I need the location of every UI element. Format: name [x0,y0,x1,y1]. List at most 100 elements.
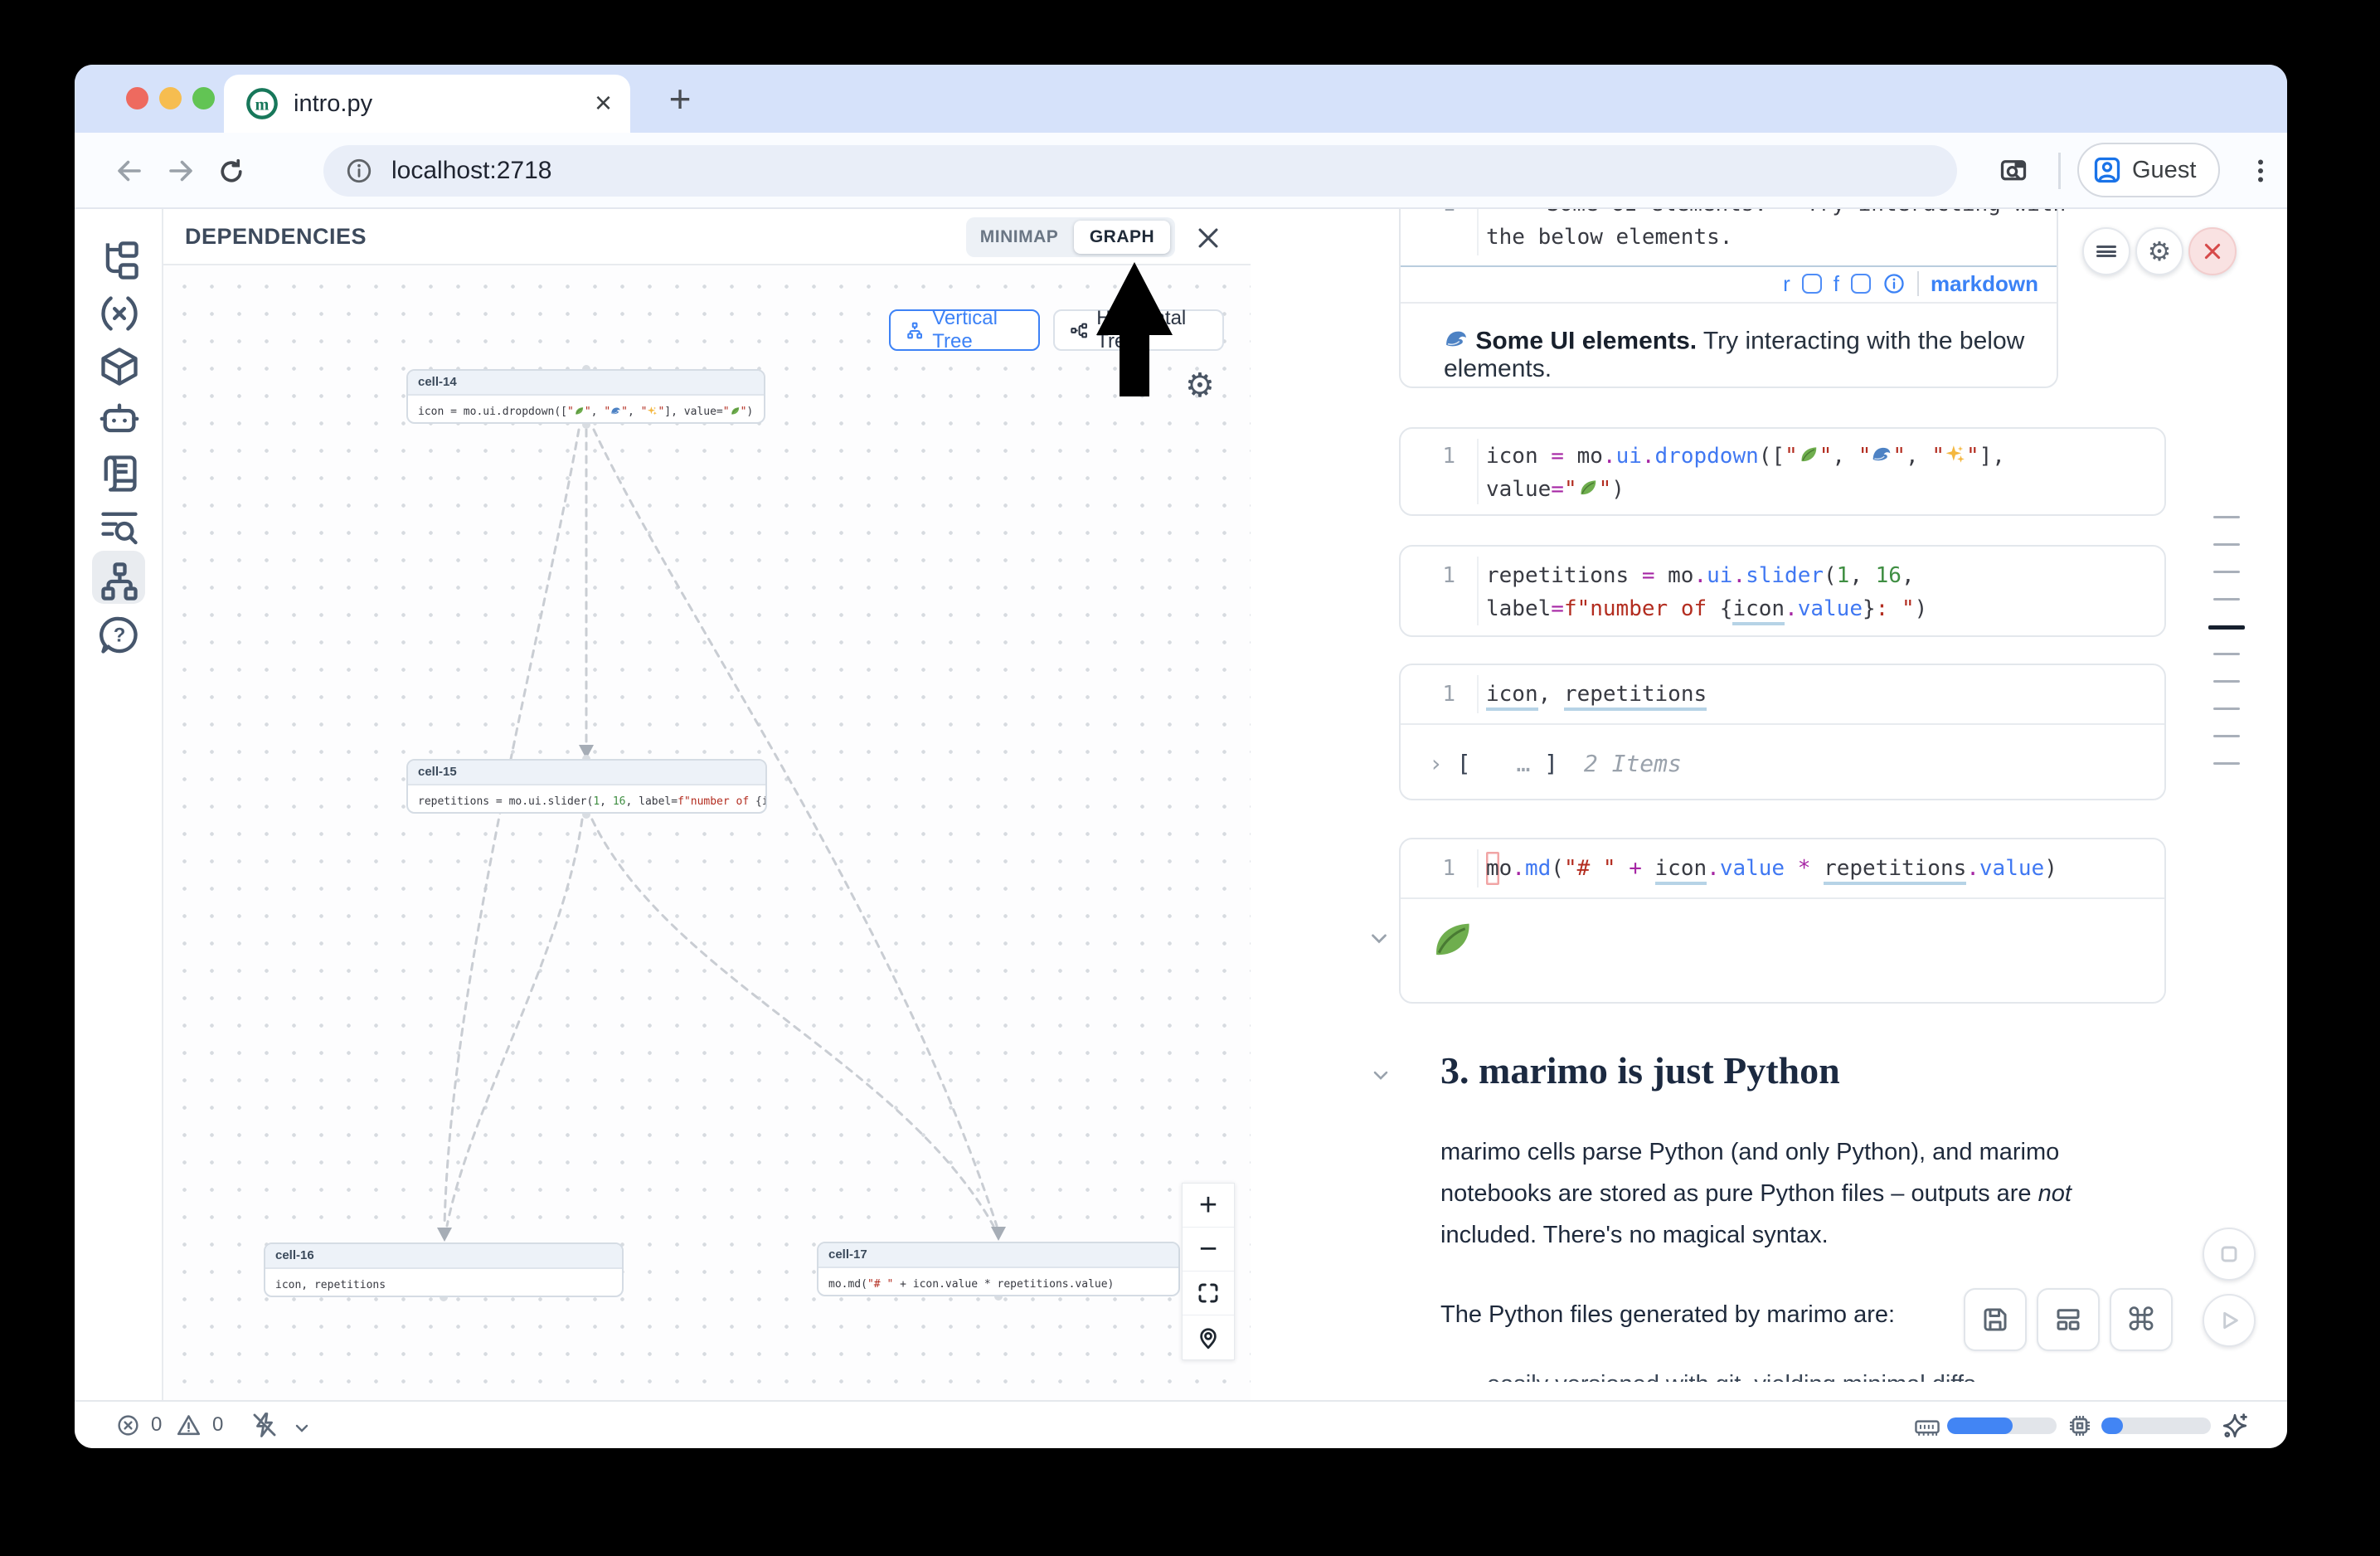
browser-tab-strip: m intro.py × + [75,65,2287,133]
reactive-checkbox[interactable] [1801,274,1822,294]
graph-canvas[interactable]: Vertical Tree Horizontal Tree ⚙ cell-14 … [163,265,1251,1400]
minimap-mark[interactable] [2213,680,2240,683]
site-info-icon[interactable] [345,157,373,185]
page-content: ? DEPENDENCIES MINIMAP GRAPH [75,209,2287,1400]
shutdown-button[interactable] [2188,227,2237,275]
tab-search-icon[interactable] [1999,156,2028,186]
node-title: cell-14 [408,371,764,396]
minimap-mark[interactable] [2213,543,2240,546]
browser-toolbar: localhost:2718 Guest [75,133,2287,209]
info-icon[interactable] [1882,272,1906,295]
profile-button[interactable]: Guest [2077,143,2220,197]
errors-icon[interactable] [116,1413,140,1437]
command-icon: ⌘ [2125,1301,2157,1338]
minimap-mark-active[interactable] [2208,625,2245,630]
graph-settings-icon[interactable]: ⚙ [1185,367,1215,405]
save-button[interactable] [1964,1288,2027,1351]
notebook-cell-slider[interactable]: 1 repetitions = mo.ui.slider(1, 16, label… [1399,545,2166,637]
minimap-mark[interactable] [2213,598,2240,601]
tree-expander[interactable]: › [1429,750,1443,777]
back-icon[interactable] [114,156,144,186]
cell-code-editor[interactable]: icon = mo.ui.dropdown([" ", " ", " "], value… [1486,444,2005,502]
cell-code-editor[interactable]: ** Some UI elements.** Try interacting w… [1486,209,2066,254]
outline-search-icon[interactable] [98,505,141,548]
ai-sparkle-icon[interactable] [2221,1412,2249,1440]
file-tree-icon[interactable] [98,239,141,282]
tab-minimap[interactable]: MINIMAP [979,227,1059,246]
collapse-chevron-icon[interactable] [1367,926,1392,951]
forward-icon[interactable] [166,156,196,186]
cell-code-editor[interactable]: icon, repetitions [1486,678,2153,711]
vertical-tree-button[interactable]: Vertical Tree [889,307,1040,353]
graph-node-cell-16[interactable]: cell-16 icon, repetitions [264,1242,624,1297]
fit-view-button[interactable] [1183,1272,1234,1315]
minimap-mark[interactable] [2213,516,2240,518]
view-toggle: MINIMAP GRAPH [966,217,1175,257]
notebook-cell-dropdown[interactable]: 1 icon = mo.ui.dropdown([" ", " ", " "], val… [1399,427,2166,516]
minimize-window-button[interactable] [159,87,182,109]
node-title: cell-15 [408,761,765,785]
run-button[interactable] [2203,1294,2256,1347]
zoom-in-button[interactable]: + [1183,1184,1234,1228]
packages-icon[interactable] [98,345,141,388]
address-bar[interactable]: localhost:2718 [323,145,1957,197]
cell-code-editor[interactable]: mo.md("# " + icon.value * repetitions.va… [1486,852,2153,885]
url-text: localhost:2718 [391,157,552,184]
graph-node-cell-15[interactable]: cell-15 repetitions = mo.ui.slider(1, 16… [406,759,767,814]
line-number: 1 [1442,563,1455,588]
memory-gauge [1947,1417,2057,1434]
collapse-chevron-icon[interactable] [1369,1063,1394,1088]
chevron-down-icon[interactable] [292,1418,312,1438]
stop-button[interactable] [2203,1228,2256,1281]
graph-edges [437,365,1006,1301]
toolbar-divider [2058,153,2061,189]
variables-icon[interactable] [98,292,141,335]
cpu-gauge [2101,1417,2211,1434]
notebook-settings-button[interactable]: ⚙ [2135,227,2183,275]
section-heading: 3. marimo is just Python [1440,1049,1840,1092]
help-icon[interactable]: ? [98,614,141,657]
marimo-logo-icon: m [245,87,279,120]
zoom-out-button[interactable]: − [1183,1228,1234,1272]
notebook-menu-button[interactable] [2082,227,2130,275]
close-window-button[interactable] [126,87,148,109]
annotation-arrow [1096,262,1173,396]
dependencies-header: DEPENDENCIES MINIMAP GRAPH [163,209,1251,265]
autorun-disabled-icon[interactable] [250,1411,279,1439]
notebook-cell-markdown[interactable]: 1 ** Some UI elements.** Try interacting… [1399,209,2066,388]
tree-output: › [ … ] 2 Items [1429,750,1682,777]
notebook-cell-md-output[interactable]: 1 mo.md("# " + icon.value * repetitions.… [1399,838,2166,1004]
new-tab-button[interactable]: + [668,77,692,120]
snippets-icon[interactable] [98,452,141,495]
zoom-window-button[interactable] [192,87,215,109]
memory-gauge-fill [1947,1417,2013,1434]
locate-button[interactable] [1183,1315,1234,1359]
sparkles-emoji [647,406,658,418]
graph-node-cell-17[interactable]: cell-17 mo.md("# " + icon.value * repeti… [817,1242,1180,1296]
tab-graph[interactable]: GRAPH [1074,221,1170,254]
close-icon [2204,243,2221,260]
minimap-mark[interactable] [2213,735,2240,737]
dependency-graph-icon[interactable] [98,560,141,603]
reload-icon[interactable] [217,158,247,187]
minimap-mark[interactable] [2213,571,2240,573]
language-badge[interactable]: markdown [1930,270,2038,296]
layout-toggle-button[interactable] [2037,1288,2100,1351]
tab-close-icon[interactable]: × [594,85,612,119]
minimap-mark[interactable] [2213,653,2240,655]
graph-node-cell-14[interactable]: cell-14 icon = mo.ui.dropdown([" ", " ", "… [406,369,765,424]
section-paragraph: marimo cells parse Python (and only Pyth… [1440,1139,2072,1248]
close-panel-icon[interactable] [1194,224,1222,252]
cell-code-editor[interactable]: repetitions = mo.ui.slider(1, 16, label=f… [1486,559,2153,625]
notebook-cell-expression[interactable]: 1 icon, repetitions › [ … ] 2 Items [1399,664,2166,800]
minimap-mark[interactable] [2213,707,2240,710]
ai-chat-icon[interactable] [98,398,141,441]
cpu-icon [2067,1413,2093,1439]
line-number: 1 [1442,856,1455,881]
fstring-checkbox[interactable] [1850,274,1871,294]
keyboard-shortcuts-button[interactable]: ⌘ [2110,1288,2173,1351]
browser-menu-icon[interactable] [2246,156,2276,186]
browser-tab[interactable]: m intro.py × [224,75,630,133]
minimap-mark[interactable] [2213,762,2240,765]
warnings-icon[interactable] [176,1413,202,1438]
